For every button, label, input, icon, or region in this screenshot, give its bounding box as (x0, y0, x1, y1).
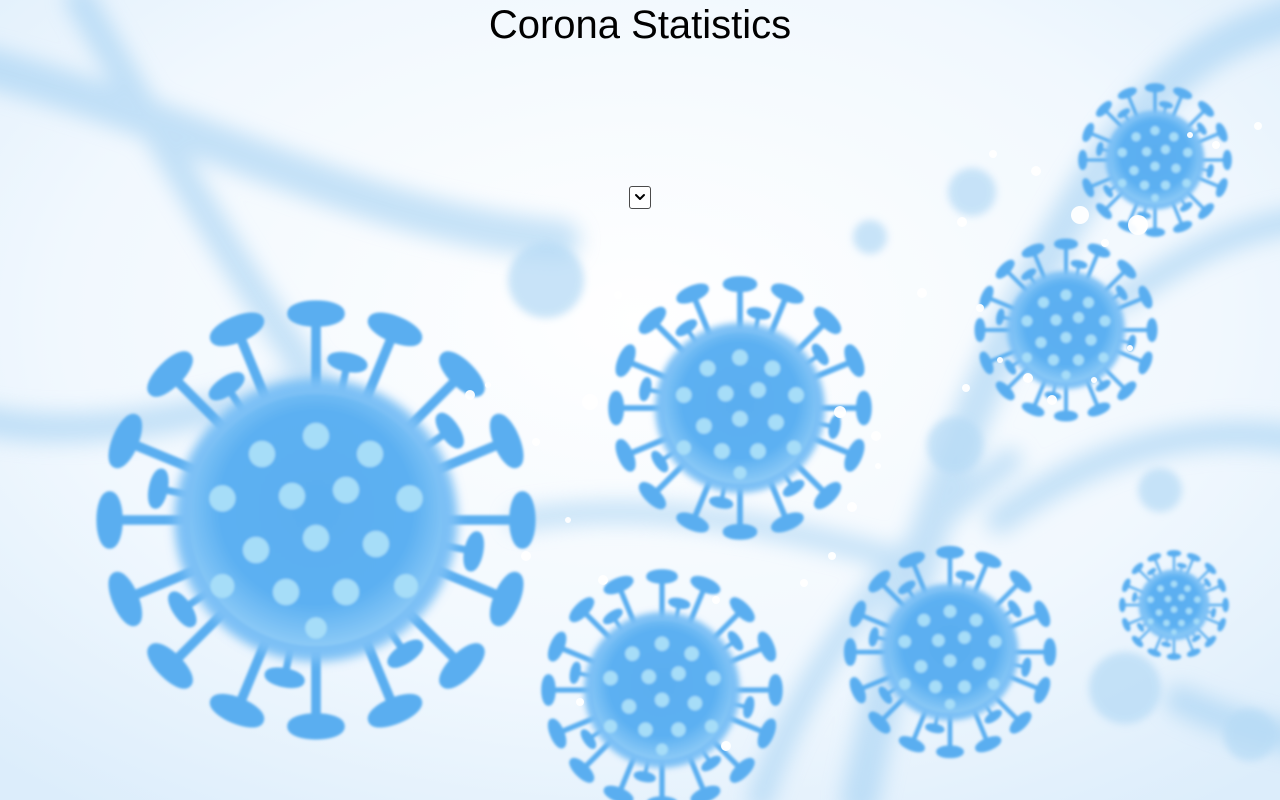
country-select-wrapper (629, 186, 651, 209)
country-select-dropdown[interactable] (629, 186, 651, 209)
page-title: Corona Statistics (488, 3, 792, 47)
